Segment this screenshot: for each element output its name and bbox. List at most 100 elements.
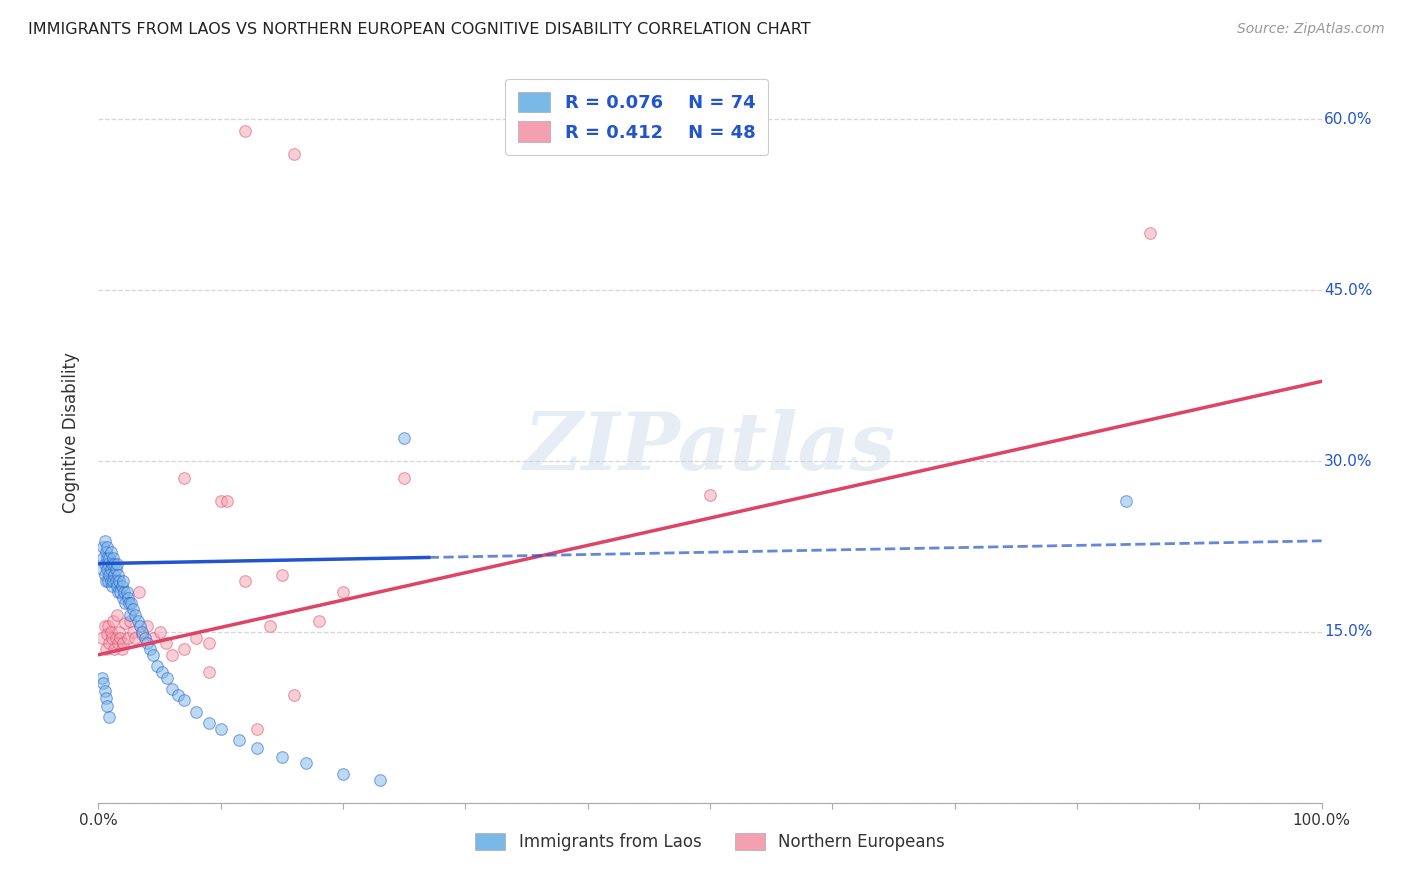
Point [173, 471, 195, 485]
Point [139, 642, 162, 657]
Point [112, 585, 135, 599]
Point [117, 591, 139, 605]
Point [129, 619, 152, 633]
Point [98, 568, 121, 582]
Point [332, 585, 354, 599]
Point [97, 557, 120, 571]
Point [155, 636, 177, 650]
Point [246, 741, 269, 756]
Point [134, 631, 156, 645]
Point [110, 631, 132, 645]
Point [120, 597, 142, 611]
Point [136, 619, 159, 633]
Point [97, 619, 120, 633]
Point [270, 750, 294, 764]
Point [91, 550, 114, 565]
Point [308, 614, 330, 628]
Point [98, 636, 121, 650]
Point [173, 693, 195, 707]
Point [107, 568, 129, 582]
Point [96, 540, 118, 554]
Point [197, 636, 219, 650]
Point [150, 665, 173, 679]
Point [233, 124, 256, 138]
Point [233, 574, 256, 588]
Point [104, 631, 127, 645]
Point [101, 579, 124, 593]
Point [283, 146, 305, 161]
Point [121, 624, 143, 639]
Point [368, 772, 391, 787]
Point [104, 562, 127, 576]
Point [93, 568, 115, 582]
Point [136, 636, 159, 650]
Point [146, 659, 169, 673]
Point [94, 574, 117, 588]
Point [100, 574, 122, 588]
Point [117, 631, 139, 645]
Point [142, 631, 165, 645]
Point [197, 716, 219, 731]
Point [105, 607, 128, 622]
Text: 60.0%: 60.0% [1324, 112, 1372, 127]
Point [98, 550, 121, 565]
Point [120, 607, 142, 622]
Point [115, 585, 138, 599]
Point [91, 676, 114, 690]
Point [186, 705, 208, 719]
Point [91, 562, 114, 576]
Point [103, 557, 125, 571]
Point [103, 642, 125, 657]
Point [228, 733, 250, 747]
Point [131, 624, 153, 639]
Point [91, 671, 114, 685]
Point [101, 631, 124, 645]
Point [124, 631, 146, 645]
Point [392, 431, 416, 445]
Text: ZIPatlas: ZIPatlas [524, 409, 896, 486]
Text: Source: ZipAtlas.com: Source: ZipAtlas.com [1237, 22, 1385, 37]
Point [100, 545, 122, 559]
Point [96, 550, 118, 565]
Point [131, 627, 153, 641]
Point [173, 642, 195, 657]
Point [104, 574, 127, 588]
Point [167, 688, 190, 702]
Text: IMMIGRANTS FROM LAOS VS NORTHERN EUROPEAN COGNITIVE DISABILITY CORRELATION CHART: IMMIGRANTS FROM LAOS VS NORTHERN EUROPEA… [28, 22, 811, 37]
Point [209, 494, 232, 508]
Text: 45.0%: 45.0% [1324, 283, 1372, 298]
Point [91, 540, 114, 554]
Point [100, 562, 122, 576]
Point [332, 767, 354, 781]
Point [270, 568, 294, 582]
Point [197, 665, 219, 679]
Point [93, 557, 115, 571]
Point [96, 562, 118, 576]
Point [101, 557, 124, 571]
Point [124, 607, 146, 622]
Point [111, 574, 134, 588]
Point [107, 636, 129, 650]
Y-axis label: Cognitive Disability: Cognitive Disability [62, 352, 80, 513]
Point [1115, 494, 1137, 508]
Point [100, 624, 122, 639]
Point [121, 602, 143, 616]
Point [186, 631, 208, 645]
Point [156, 671, 179, 685]
Point [699, 488, 721, 502]
Point [283, 688, 305, 702]
Point [93, 533, 115, 548]
Point [160, 648, 183, 662]
Point [108, 624, 131, 639]
Point [111, 591, 134, 605]
Text: 15.0%: 15.0% [1324, 624, 1372, 640]
Point [111, 636, 134, 650]
Point [97, 574, 120, 588]
Point [93, 619, 115, 633]
Point [101, 614, 124, 628]
Point [295, 756, 318, 770]
Point [94, 691, 117, 706]
Point [98, 710, 121, 724]
Point [246, 722, 269, 736]
Text: 30.0%: 30.0% [1324, 454, 1372, 468]
